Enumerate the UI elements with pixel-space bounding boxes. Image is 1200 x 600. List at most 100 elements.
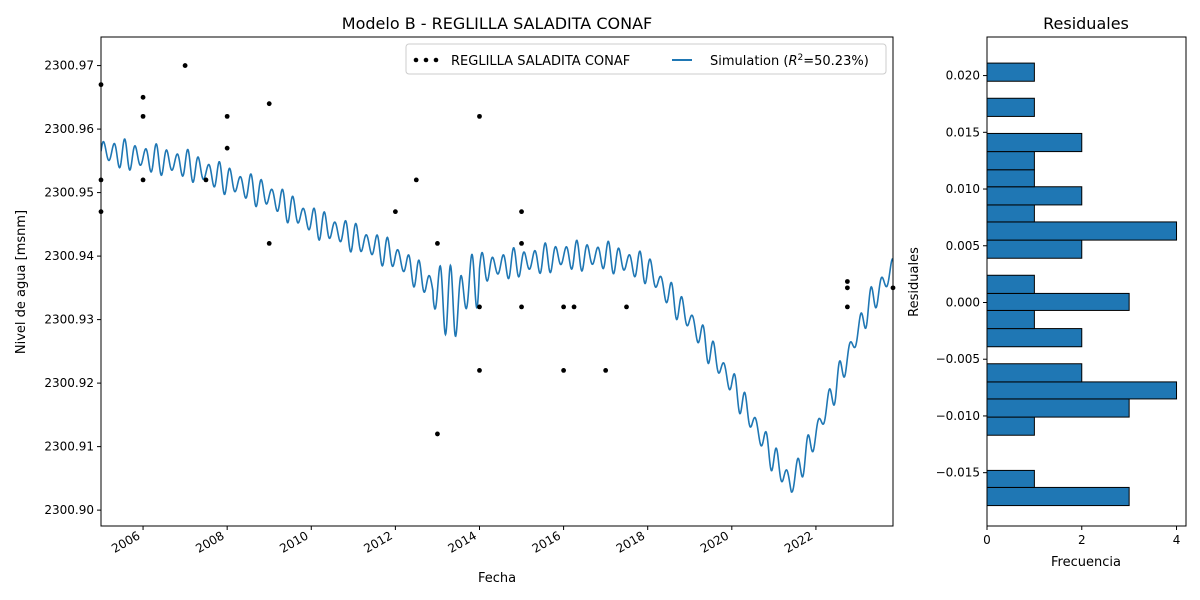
main-plot-area xyxy=(98,36,896,527)
residual-bar xyxy=(986,239,1083,259)
observed-point xyxy=(435,240,440,246)
residual-bar xyxy=(986,309,1035,330)
main-y-tick-label: 2300.95 xyxy=(44,186,94,200)
main-x-tick-label: 2006 xyxy=(109,528,142,555)
observed-point xyxy=(182,63,188,68)
simulation-series xyxy=(101,138,893,493)
observed-point xyxy=(140,94,146,100)
legend-observed-marker xyxy=(413,57,419,63)
legend-sim-prefix: Simulation ( xyxy=(710,54,788,69)
residuals-x-ticks: 0 2 4 xyxy=(983,526,1180,547)
residual-bars xyxy=(986,62,1178,507)
observed-point xyxy=(435,431,440,437)
observed-series xyxy=(98,63,896,437)
residuals-y-tick-label: 0.010 xyxy=(946,182,980,196)
legend-observed-label: REGLILLA SALADITA CONAF xyxy=(451,54,630,69)
observed-point xyxy=(844,304,850,310)
observed-point xyxy=(519,240,524,246)
main-y-tick-label: 2300.94 xyxy=(44,249,94,263)
legend-sim-r: R xyxy=(788,54,797,69)
main-x-tick-label: 2014 xyxy=(446,528,479,555)
main-y-axis-label: Nivel de agua [msnm] xyxy=(14,210,29,354)
observed-point xyxy=(140,177,146,183)
main-x-tick-label: 2018 xyxy=(614,528,647,555)
residual-bar xyxy=(986,274,1035,294)
observed-point xyxy=(413,177,419,183)
observed-point xyxy=(561,304,566,310)
residual-bar xyxy=(986,469,1035,488)
residual-bar xyxy=(986,151,1035,171)
residuals-y-tick-label: 0.000 xyxy=(946,295,980,309)
observed-point xyxy=(844,285,850,291)
main-x-tick-label: 2016 xyxy=(530,528,563,555)
residual-bar xyxy=(986,62,1035,82)
main-chart: Modelo B - REGLILLA SALADITA CONAF 2006 2… xyxy=(14,14,896,586)
observed-point xyxy=(224,145,230,151)
legend-simulation-label: Simulation (R2=50.23%) xyxy=(710,53,869,69)
main-x-ticks: 2006 2008 2010 2012 2014 2016 2018 2020 2022 xyxy=(109,526,817,556)
main-y-tick-label: 2300.93 xyxy=(44,313,94,327)
observed-point xyxy=(624,304,629,310)
residuals-y-axis-label: Residuales xyxy=(907,247,922,317)
main-x-axis-label: Fecha xyxy=(478,571,516,586)
observed-point xyxy=(266,101,272,107)
observed-point xyxy=(571,304,577,310)
residuals-x-tick-label: 0 xyxy=(983,533,991,547)
simulation-line xyxy=(101,138,893,493)
main-y-tick-label: 2300.96 xyxy=(44,122,94,136)
residuals-chart-title: Residuales xyxy=(1043,14,1129,33)
residuals-x-tick-label: 4 xyxy=(1173,533,1181,547)
main-y-tick-label: 2300.91 xyxy=(44,440,94,454)
main-x-tick-label: 2012 xyxy=(361,528,394,555)
legend-observed-marker xyxy=(433,57,439,63)
observed-point xyxy=(561,368,566,373)
residual-bar xyxy=(986,221,1178,241)
residual-bar xyxy=(986,398,1130,418)
main-chart-title: Modelo B - REGLILLA SALADITA CONAF xyxy=(342,14,652,33)
residuals-y-tick-label: 0.020 xyxy=(946,69,980,83)
residual-bar xyxy=(986,292,1130,311)
residual-bar xyxy=(986,328,1083,348)
observed-point xyxy=(392,209,398,215)
observed-point xyxy=(266,240,272,246)
main-x-tick-label: 2022 xyxy=(782,528,815,555)
main-x-tick-label: 2008 xyxy=(193,528,226,555)
residual-bar xyxy=(986,132,1083,153)
observed-point xyxy=(477,304,482,310)
observed-point xyxy=(519,304,524,310)
observed-point xyxy=(477,368,482,373)
observed-point xyxy=(477,113,482,119)
observed-point xyxy=(844,279,850,284)
main-y-tick-label: 2300.92 xyxy=(44,376,94,390)
observed-point xyxy=(603,368,609,373)
residual-bar xyxy=(986,486,1130,507)
residuals-y-tick-label: −0.005 xyxy=(936,352,980,366)
residuals-x-axis-label: Frecuencia xyxy=(1051,555,1121,570)
legend-sim-sup: 2 xyxy=(798,53,804,63)
residual-bar xyxy=(986,169,1035,188)
legend-sim-suffix: =50.23%) xyxy=(803,54,869,69)
observed-point xyxy=(203,177,209,183)
main-y-tick-label: 2300.97 xyxy=(44,59,94,73)
main-x-tick-label: 2020 xyxy=(698,528,731,555)
legend: REGLILLA SALADITA CONAF Simulation (R2=5… xyxy=(405,43,887,75)
observed-point xyxy=(224,113,230,119)
residual-bar xyxy=(986,186,1083,206)
main-y-ticks: 2300.90 2300.91 2300.92 2300.93 2300.94 2300.… xyxy=(44,59,101,517)
residual-bar xyxy=(986,363,1083,383)
residuals-y-ticks: −0.015 −0.010 −0.005 0.000 0.005 0.010 0.015 0.… xyxy=(936,69,987,480)
main-y-tick-label: 2300.90 xyxy=(44,503,94,517)
main-x-tick-label: 2010 xyxy=(277,528,310,555)
main-plot-frame xyxy=(100,36,894,527)
residuals-x-tick-label: 2 xyxy=(1078,533,1086,547)
residuals-y-tick-label: −0.010 xyxy=(936,409,980,423)
residuals-y-tick-label: 0.005 xyxy=(946,239,980,253)
residual-bar xyxy=(986,381,1178,400)
residuals-y-tick-label: −0.015 xyxy=(936,466,980,480)
observed-point xyxy=(519,209,524,215)
residuals-y-tick-label: 0.015 xyxy=(946,125,980,139)
residuals-chart: Residuales 0 2 4 −0.015 −0.010 −0.005 0.000 0.… xyxy=(907,14,1187,570)
observed-point xyxy=(140,113,146,119)
legend-observed-marker xyxy=(423,57,429,63)
